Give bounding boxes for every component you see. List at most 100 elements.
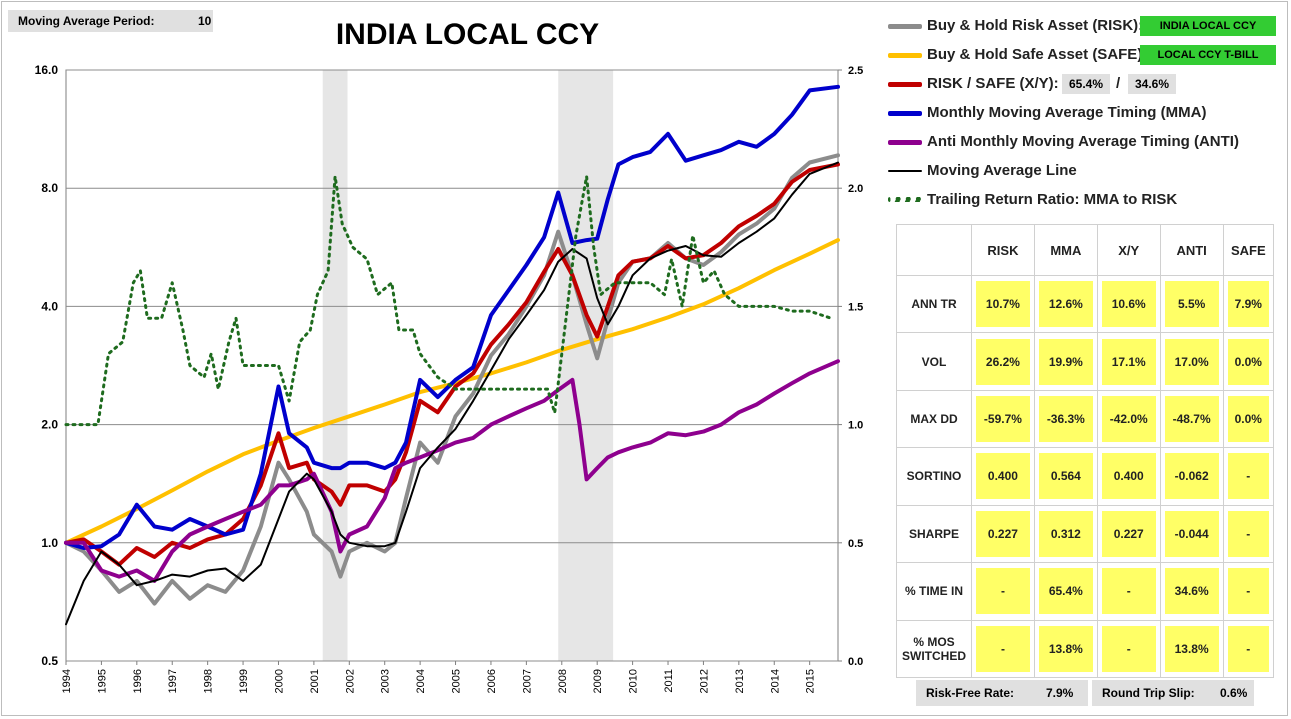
stats-row: % TIME IN -65.4% -34.6% - — [896, 562, 1275, 621]
legend-item: Buy & Hold Safe Asset (SAFE): LOCAL CCY T… — [886, 43, 1286, 67]
risk-free-rate-value[interactable]: 7.9% — [1046, 686, 1074, 700]
stats-cell: 65.4% — [1033, 562, 1098, 621]
stats-row: SORTINO 0.400 0.564 0.400 -0.062- — [896, 447, 1275, 506]
legend-label: RISK / SAFE (X/Y): — [927, 75, 1059, 92]
stats-cell: - — [1222, 504, 1275, 564]
y-left-tick-label: 2.0 — [41, 418, 58, 432]
x-tick-label: 1998 — [203, 669, 215, 693]
stats-value: 0.564 — [1038, 453, 1093, 500]
moving-average-period-box: Moving Average Period: 10 — [8, 10, 213, 32]
stats-value: 10.6% — [1101, 281, 1156, 328]
stats-value: 12.6% — [1038, 281, 1093, 328]
legend-swatch — [888, 140, 922, 145]
y-left-tick-label: 1.0 — [41, 536, 58, 550]
stats-cell: 12.6% — [1033, 274, 1098, 334]
stats-column-header: SAFE — [1222, 224, 1275, 276]
round-trip-slip-label: Round Trip Slip: — [1102, 686, 1195, 700]
y-left-tick-label: 8.0 — [41, 181, 58, 195]
stats-value: - — [976, 625, 1030, 672]
legend-label: Moving Average Line — [927, 162, 1077, 179]
stats-value: 17.0% — [1164, 338, 1219, 385]
legend-swatch — [888, 197, 922, 202]
stats-value: 26.2% — [976, 338, 1030, 385]
legend-swatch — [888, 111, 922, 116]
y-right-tick-label: 2.0 — [848, 183, 863, 195]
stats-value: 65.4% — [1038, 568, 1093, 615]
risk-weight-field[interactable]: 65.4% — [1062, 74, 1110, 94]
stats-cell: 0.400 — [971, 447, 1035, 506]
x-tick-label: 2004 — [415, 669, 427, 693]
stats-cell: 0.0% — [1222, 389, 1275, 449]
safe-asset-selector[interactable]: LOCAL CCY T-BILL — [1140, 45, 1276, 65]
stats-cell: -0.062 — [1159, 447, 1224, 506]
stats-cell: 0.227 — [971, 504, 1035, 564]
x-tick-label: 1999 — [238, 669, 250, 693]
stats-cell: - — [971, 562, 1035, 621]
safe-weight-field[interactable]: 34.6% — [1128, 74, 1176, 94]
stats-cell: 10.6% — [1096, 274, 1161, 334]
stats-value: -48.7% — [1164, 396, 1219, 443]
x-tick-label: 2014 — [769, 669, 781, 693]
stats-value: 0.227 — [1101, 510, 1156, 557]
legend-item: Monthly Moving Average Timing (MMA) — [886, 101, 1286, 125]
x-tick-label: 1995 — [96, 669, 108, 693]
legend-item: RISK / SAFE (X/Y): 65.4% / 34.6% — [886, 72, 1286, 96]
stats-value: 0.0% — [1227, 338, 1269, 385]
x-tick-label: 2007 — [521, 669, 533, 693]
stats-value: - — [1101, 625, 1156, 672]
stats-column-header: X/Y — [1096, 224, 1161, 276]
stats-value: 19.9% — [1038, 338, 1093, 385]
series-line — [64, 359, 840, 583]
x-tick-label: 2001 — [309, 669, 321, 693]
stats-cell: 7.9% — [1222, 274, 1275, 334]
stats-cell: - — [1096, 562, 1161, 621]
stats-value: 0.400 — [1101, 453, 1156, 500]
stats-cell: -0.044 — [1159, 504, 1224, 564]
legend-swatch — [888, 53, 922, 58]
round-trip-slip-value[interactable]: 0.6% — [1220, 686, 1248, 700]
x-tick-label: 2000 — [273, 669, 285, 693]
ma-period-value[interactable]: 10 — [198, 14, 212, 28]
stats-value: 0.0% — [1227, 396, 1269, 443]
round-trip-slip-box: Round Trip Slip: 0.6% — [1092, 680, 1254, 706]
stats-cell: 0.564 — [1033, 447, 1098, 506]
stats-row-label: VOL — [896, 332, 972, 391]
weight-separator: / — [1116, 75, 1121, 92]
risk-free-rate-label: Risk-Free Rate: — [926, 686, 1015, 700]
stats-value: - — [1227, 510, 1269, 557]
stats-row-label: ANN TR — [896, 274, 972, 334]
stats-header-row: RISK MMA X/Y ANTI SAFE — [896, 224, 1275, 276]
series-line — [64, 162, 840, 567]
stats-cell: 0.0% — [1222, 332, 1275, 391]
legend-label: Buy & Hold Safe Asset (SAFE): — [927, 46, 1148, 63]
legend-label: Trailing Return Ratio: MMA to RISK — [927, 191, 1178, 208]
stats-cell: 10.7% — [971, 274, 1035, 334]
legend-item: Anti Monthly Moving Average Timing (ANTI… — [886, 130, 1286, 154]
x-tick-label: 2010 — [628, 669, 640, 693]
stats-cell: 26.2% — [971, 332, 1035, 391]
legend-swatch — [888, 82, 922, 87]
stats-cell: - — [1222, 447, 1275, 506]
legend-swatch — [888, 24, 922, 29]
line-chart: 0.5 1.0 2.0 4.0 8.0 16.0 0.0 0.5 1.0 1.5 2.0 2.5 199… — [35, 63, 864, 693]
stats-value: -42.0% — [1101, 396, 1156, 443]
footer-bar: Risk-Free Rate: 7.9% Round Trip Slip: 0.… — [916, 680, 1256, 706]
stats-value: -36.3% — [1038, 396, 1093, 443]
stats-row: VOL 26.2% 19.9% 17.1% 17.0% 0.0% — [896, 332, 1275, 391]
stats-cell: -48.7% — [1159, 389, 1224, 449]
chart-title: INDIA LOCAL CCY — [335, 18, 600, 51]
stats-row-label: % MOS SWITCHED — [896, 619, 972, 679]
stats-row: ANN TR 10.7% 12.6% 10.6% 5.5% 7.9% — [896, 274, 1275, 334]
stats-cell: -42.0% — [1096, 389, 1161, 449]
stats-value: 13.8% — [1038, 625, 1093, 672]
legend-label: Monthly Moving Average Timing (MMA) — [927, 104, 1207, 121]
stats-value: -0.044 — [1164, 510, 1219, 557]
stats-value: 0.400 — [976, 453, 1030, 500]
stats-cell: 0.227 — [1096, 504, 1161, 564]
risk-asset-selector[interactable]: INDIA LOCAL CCY — [1140, 16, 1276, 36]
stats-cell: 0.312 — [1033, 504, 1098, 564]
recession-shade — [558, 70, 614, 661]
stats-value: - — [976, 568, 1030, 615]
stats-cell: -36.3% — [1033, 389, 1098, 449]
